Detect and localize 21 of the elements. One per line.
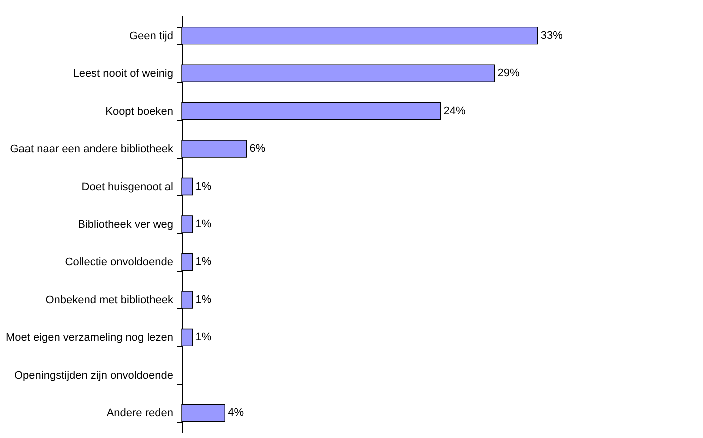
y-tick-label: Bibliotheek ver weg (78, 219, 174, 231)
y-tick-label: Koopt boeken (106, 106, 174, 118)
data-label: 6% (250, 143, 266, 156)
y-tick-label: Onbekend met bibliotheek (46, 294, 174, 306)
y-tick-label: Leest nooit of weinig (73, 68, 174, 80)
y-tick-label: Gaat naar een andere bibliotheek (10, 144, 174, 156)
data-label: 4% (228, 407, 244, 420)
y-tick-label: Geen tijd (129, 30, 174, 42)
data-label: 1% (196, 218, 212, 230)
data-label: 1% (196, 256, 212, 268)
data-label: 1% (196, 332, 212, 344)
data-label: 1% (196, 294, 212, 306)
data-label: 24% (444, 105, 466, 118)
y-tick-label: Moet eigen verzameling nog lezen (6, 332, 174, 344)
data-label: 33% (540, 30, 564, 42)
y-tick-label: Andere reden (106, 408, 174, 420)
data-label: 1% (196, 180, 212, 193)
data-label: 29% (498, 68, 520, 80)
y-tick-label: Collectie onvoldoende (65, 256, 174, 269)
y-tick-label: Doet huisgenoot al (82, 181, 174, 194)
y-tick-label: Openingstijden zijn onvoldoende (14, 370, 174, 382)
